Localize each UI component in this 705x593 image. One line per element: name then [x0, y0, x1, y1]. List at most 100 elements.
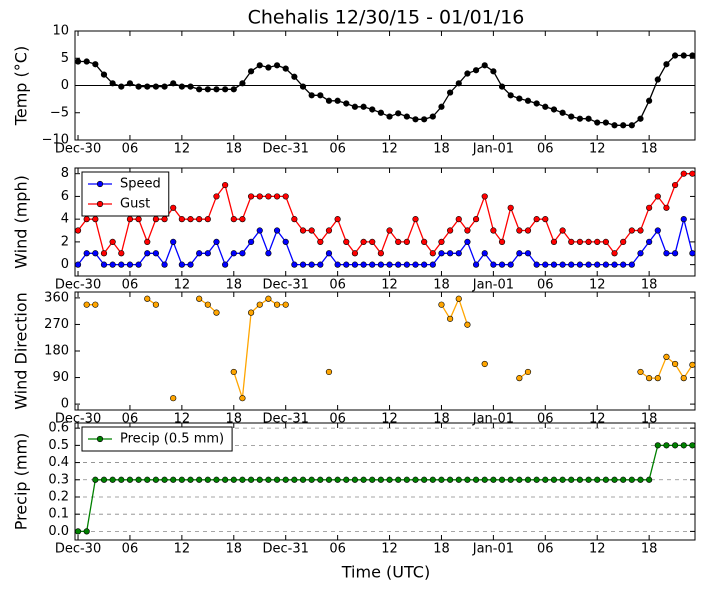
- data-point: [524, 476, 532, 483]
- data-point: [429, 261, 436, 268]
- data-point: [222, 261, 229, 268]
- data-point: [230, 476, 237, 483]
- data-point: [83, 250, 90, 257]
- series-line: [78, 444, 693, 533]
- x-axis-label: Time (UTC): [341, 563, 430, 582]
- data-point: [230, 86, 237, 93]
- data-point: [386, 261, 393, 268]
- y-tick-label: 0.3: [48, 472, 69, 487]
- legend-label: Gust: [120, 197, 150, 212]
- x-tick-label: 18: [641, 542, 658, 557]
- data-point: [602, 476, 609, 483]
- data-point: [516, 375, 523, 382]
- data-point: [680, 442, 687, 449]
- y-tick-label: −10: [42, 133, 69, 148]
- data-point: [317, 238, 324, 245]
- y-tick-label: 6: [61, 189, 69, 204]
- x-tick-label: 18: [433, 542, 450, 557]
- data-point: [152, 216, 160, 223]
- x-tick-label: 18: [641, 142, 658, 157]
- x-tick-label: Jan-01: [472, 142, 514, 157]
- data-point: [135, 476, 142, 483]
- data-point: [239, 395, 246, 402]
- data-point: [455, 216, 462, 223]
- data-point: [524, 368, 532, 376]
- y-axis-label: Precip (mm): [12, 433, 31, 531]
- data-point: [637, 115, 644, 122]
- data-point: [204, 476, 211, 483]
- data-point: [247, 309, 255, 316]
- data-point: [403, 476, 410, 483]
- data-point: [447, 227, 454, 234]
- data-point: [213, 193, 220, 200]
- data-point: [498, 261, 506, 268]
- data-point: [447, 315, 454, 322]
- data-point: [291, 216, 298, 223]
- data-point: [170, 476, 177, 483]
- y-axis-label: Wind Direction: [12, 292, 31, 410]
- data-point: [568, 113, 575, 120]
- data-point: [334, 476, 341, 483]
- data-point: [74, 261, 82, 268]
- data-point: [654, 193, 661, 200]
- data-point: [351, 250, 359, 257]
- data-point: [464, 227, 471, 234]
- data-point: [559, 476, 566, 483]
- data-point: [161, 83, 168, 90]
- data-point: [438, 301, 445, 308]
- legend-label: Precip (0.5 mm): [120, 432, 224, 447]
- data-point: [550, 476, 558, 483]
- axes-frame: [74, 422, 696, 541]
- y-tick-label: −5: [50, 105, 69, 120]
- data-point: [568, 238, 575, 245]
- data-point: [126, 476, 134, 483]
- x-tick-label: Dec-31: [263, 142, 309, 157]
- x-tick-label: 12: [174, 142, 191, 157]
- data-point: [369, 476, 376, 483]
- data-point: [351, 103, 359, 110]
- data-point: [204, 250, 211, 257]
- data-point: [256, 301, 263, 308]
- data-point: [654, 227, 661, 234]
- data-point: [118, 250, 125, 257]
- data-point: [620, 476, 627, 483]
- y-axis-label: Temp (°C): [12, 46, 31, 126]
- x-tick-label: 18: [226, 278, 243, 293]
- data-point: [196, 295, 203, 302]
- x-tick-label: 06: [537, 278, 554, 293]
- data-point: [689, 361, 696, 368]
- data-point: [498, 238, 506, 245]
- data-point: [507, 92, 514, 99]
- data-point: [646, 238, 653, 245]
- data-point: [481, 250, 488, 257]
- y-tick-label: 8: [61, 166, 69, 181]
- data-point: [178, 261, 185, 268]
- y-tick-label: 0: [61, 397, 69, 412]
- data-point: [109, 476, 116, 483]
- x-tick-label: 18: [226, 142, 243, 157]
- series-line: [78, 54, 693, 126]
- data-point: [74, 528, 82, 535]
- x-tick-label: 06: [329, 278, 346, 293]
- data-point: [654, 76, 661, 83]
- data-point: [265, 193, 272, 200]
- data-point: [74, 227, 82, 234]
- data-point: [291, 73, 298, 80]
- data-point: [325, 368, 333, 376]
- data-point: [395, 110, 402, 117]
- data-point: [533, 216, 540, 223]
- x-tick-label: 12: [174, 278, 191, 293]
- data-point: [516, 250, 523, 257]
- legend-label: Speed: [120, 177, 161, 192]
- data-point: [464, 321, 471, 328]
- data-point: [490, 227, 497, 234]
- data-point: [412, 261, 419, 268]
- data-point: [222, 181, 229, 189]
- data-point: [464, 238, 471, 245]
- data-point: [144, 250, 151, 257]
- data-point: [369, 238, 376, 245]
- data-point: [412, 216, 419, 223]
- data-point: [92, 301, 99, 308]
- data-point: [83, 58, 90, 65]
- data-point: [265, 295, 272, 302]
